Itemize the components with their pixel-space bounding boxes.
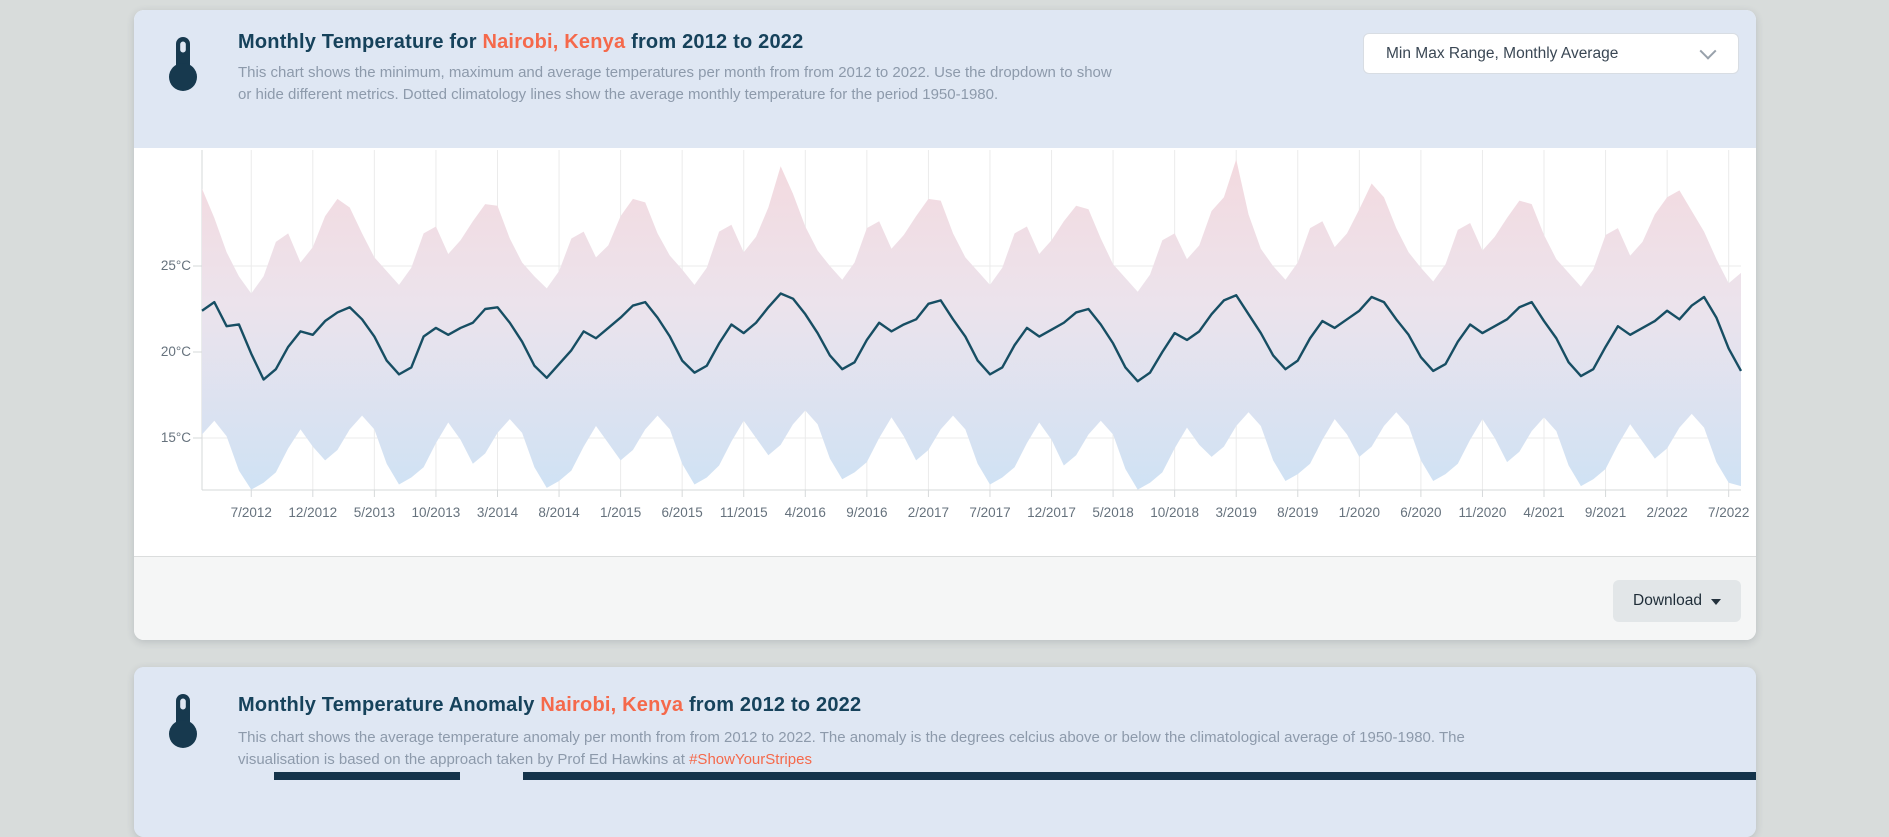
thermometer-icon	[169, 694, 197, 748]
x-tick-label: 8/2014	[538, 505, 580, 520]
y-tick-label: 15°C	[160, 430, 191, 445]
x-tick-label: 4/2021	[1523, 505, 1565, 520]
download-button[interactable]: Download	[1613, 580, 1741, 622]
anomaly-card: Monthly Temperature Anomaly Nairobi, Ken…	[134, 667, 1756, 837]
x-tick-label: 4/2016	[784, 505, 826, 520]
x-tick-label: 10/2018	[1150, 505, 1200, 520]
thermometer-icon	[169, 37, 197, 91]
x-tick-label: 5/2018	[1092, 505, 1134, 520]
x-tick-label: 7/2012	[230, 505, 272, 520]
x-tick-label: 12/2017	[1027, 505, 1076, 520]
x-tick-label: 3/2019	[1215, 505, 1257, 520]
x-tick-label: 5/2013	[353, 505, 395, 520]
caret-down-icon	[1710, 599, 1721, 605]
download-label: Download	[1633, 592, 1702, 609]
x-tick-label: 3/2014	[476, 505, 519, 520]
x-tick-label: 2/2017	[907, 505, 950, 520]
x-tick-label: 10/2013	[411, 505, 461, 520]
temperature-card: Monthly Temperature for Nairobi, Kenya f…	[134, 10, 1756, 640]
chart-description: This chart shows the minimum, maximum an…	[238, 64, 1112, 103]
anomaly-chart-top-edge	[523, 772, 1756, 780]
metric-select-value: Min Max Range, Monthly Average	[1386, 44, 1619, 62]
showyourstripes-link[interactable]: #ShowYourStripes	[689, 750, 812, 768]
title-location: Nairobi, Kenya	[482, 31, 626, 53]
anomaly-title: Monthly Temperature Anomaly Nairobi, Ken…	[238, 693, 1493, 717]
page-title: Monthly Temperature for Nairobi, Kenya f…	[238, 30, 1123, 54]
x-tick-label: 8/2019	[1277, 505, 1319, 520]
temperature-card-header: Monthly Temperature for Nairobi, Kenya f…	[134, 10, 1756, 148]
chevron-down-icon	[1699, 42, 1717, 60]
x-tick-label: 9/2016	[846, 505, 888, 520]
metric-select[interactable]: Min Max Range, Monthly Average	[1363, 33, 1739, 74]
temperature-chart: 25°C 20°C 15°C 7/2012 12/2012 5/2013 10/2013 3…	[134, 148, 1756, 556]
anomaly-title-prefix: Monthly Temperature Anomaly	[238, 694, 535, 716]
anomaly-description: This chart shows the average temperature…	[238, 727, 1493, 770]
x-tick-label: 2/2022	[1646, 505, 1688, 520]
x-tick-label: 7/2022	[1708, 505, 1750, 520]
x-tick-label: 1/2015	[599, 505, 642, 520]
anomaly-title-location: Nairobi, Kenya	[540, 694, 684, 716]
anomaly-description-text: This chart shows the average temperature…	[238, 729, 1465, 768]
anomaly-card-header: Monthly Temperature Anomaly Nairobi, Ken…	[134, 667, 1756, 837]
x-tick-label: 11/2020	[1458, 505, 1507, 520]
x-tick-label: 11/2015	[719, 505, 768, 520]
y-tick-label: 25°C	[160, 258, 191, 273]
title-prefix: Monthly Temperature for	[238, 31, 477, 53]
anomaly-chart-top-edge	[274, 772, 460, 780]
x-tick-label: 12/2012	[288, 505, 338, 520]
temperature-card-footer: Download	[134, 556, 1756, 640]
anomaly-title-suffix: from 2012 to 2022	[688, 694, 862, 716]
temperature-chart-svg	[193, 150, 1743, 497]
x-tick-label: 7/2017	[969, 505, 1011, 520]
x-tick-label: 6/2020	[1400, 505, 1442, 520]
x-tick-label: 1/2020	[1338, 505, 1380, 520]
page: { "card1": { "title_prefix": "Monthly Te…	[134, 10, 1756, 837]
x-tick-label: 6/2015	[661, 505, 703, 520]
x-tick-label: 9/2021	[1584, 505, 1627, 520]
title-suffix: from 2012 to 2022	[631, 31, 804, 53]
y-tick-label: 20°C	[160, 344, 191, 359]
